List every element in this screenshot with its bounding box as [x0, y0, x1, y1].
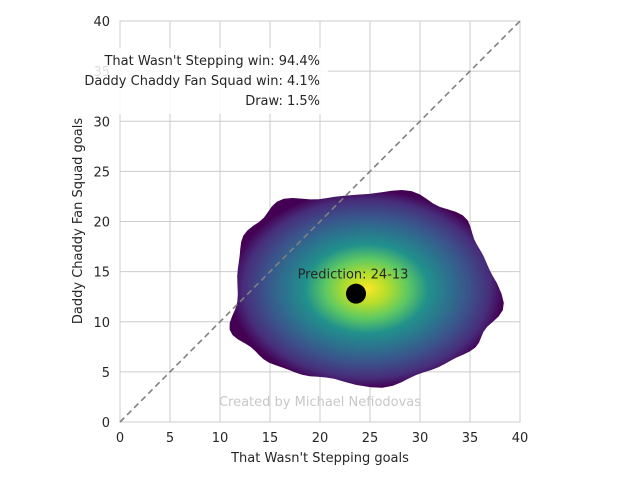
x-tick-label-6: 30 — [412, 431, 429, 446]
y-tick-label-5: 25 — [93, 165, 110, 180]
x-tick-label-5: 25 — [362, 431, 379, 446]
prob-line-draw: Draw: 1.5% — [245, 94, 320, 109]
prob-line-team1-win: That Wasn't Stepping win: 94.4% — [103, 54, 320, 69]
plot-border — [119, 20, 521, 423]
y-tick-label-3: 15 — [93, 266, 110, 281]
probability-box — [64, 48, 328, 114]
x-tick-label-0: 0 — [116, 431, 124, 446]
plot-frame — [119, 20, 521, 423]
x-tick-label-4: 20 — [312, 431, 329, 446]
x-tick-label-1: 5 — [166, 431, 174, 446]
watermark: Created by Michael Nefiodovas — [219, 395, 421, 410]
prediction-label: Prediction: 24-13 — [298, 268, 409, 283]
y-tick-label-6: 30 — [93, 115, 110, 130]
y-tick-label-0: 0 — [102, 416, 110, 431]
y-tick-label-4: 20 — [93, 216, 110, 231]
distribution-layer — [229, 190, 504, 388]
y-tick-label-1: 5 — [102, 366, 110, 381]
x-tick-label-2: 10 — [212, 431, 229, 446]
probability-distribution — [229, 190, 504, 388]
y-tick-label-8: 40 — [93, 15, 110, 30]
y-axis-label: Daddy Chaddy Fan Squad goals — [71, 118, 86, 324]
tick-labels: 05101520253035400510152025303540 — [93, 15, 528, 446]
diagonal-reference-line — [119, 20, 521, 423]
x-axis-label: That Wasn't Stepping goals — [230, 451, 409, 466]
x-tick-label-7: 35 — [462, 431, 479, 446]
x-tick-label-8: 40 — [512, 431, 529, 446]
prob-line-team2-win: Daddy Chaddy Fan Squad win: 4.1% — [84, 74, 320, 89]
x-tick-label-3: 15 — [262, 431, 279, 446]
y-tick-label-2: 10 — [93, 316, 110, 331]
prediction-marker — [346, 283, 366, 304]
